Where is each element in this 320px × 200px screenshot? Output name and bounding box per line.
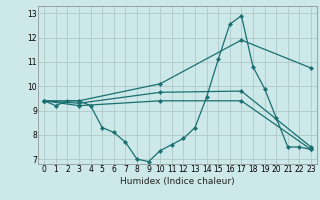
X-axis label: Humidex (Indice chaleur): Humidex (Indice chaleur) [120,177,235,186]
